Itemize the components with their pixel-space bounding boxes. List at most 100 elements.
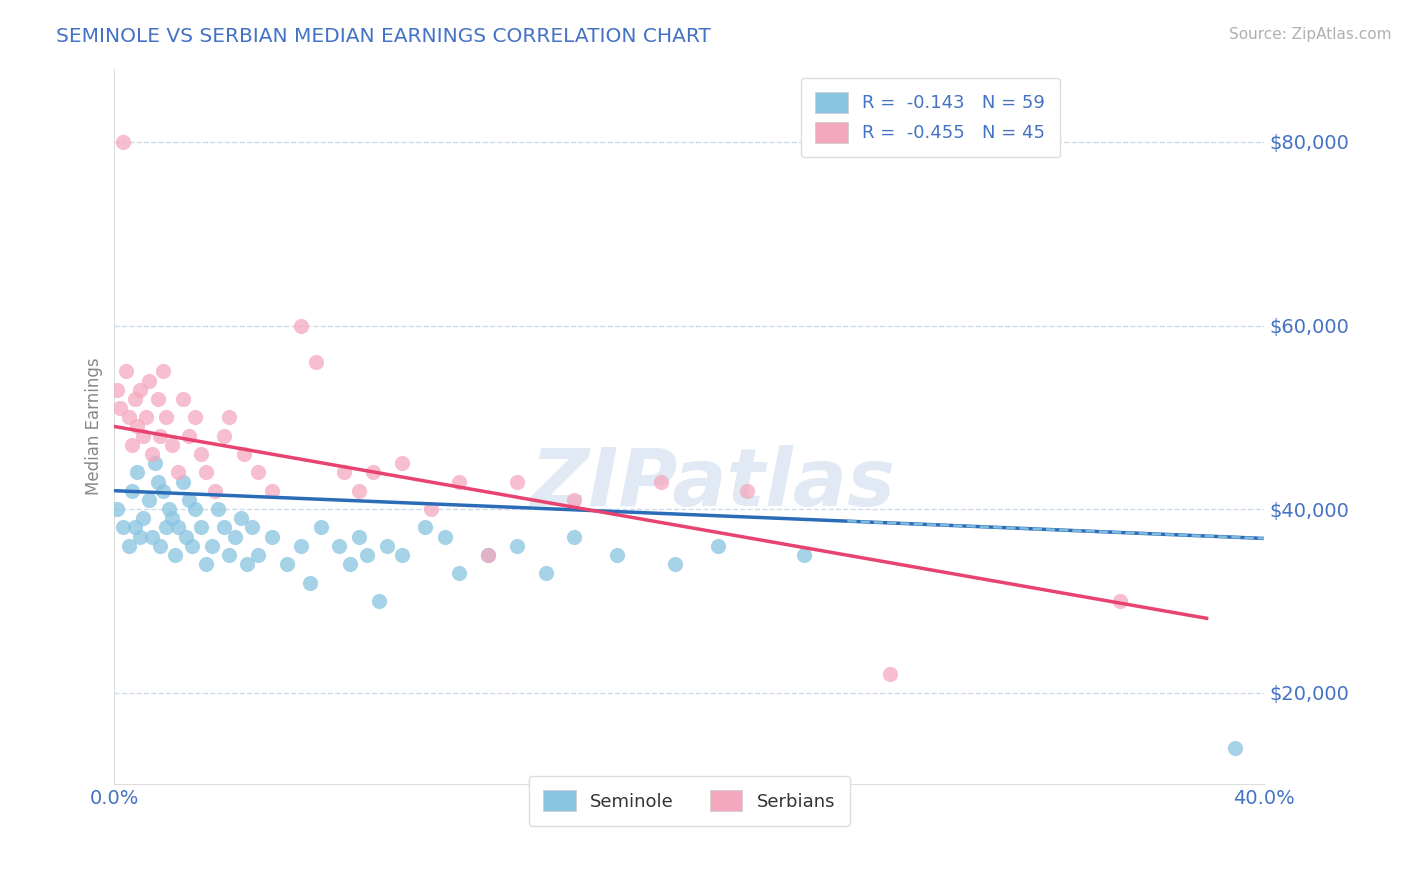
- Point: [166, 520, 188, 534]
- Point: [311, 520, 333, 534]
- Point: [146, 475, 169, 489]
- Point: [105, 383, 128, 397]
- Point: [172, 392, 194, 406]
- Point: [707, 539, 730, 553]
- Point: [606, 548, 628, 562]
- Point: [118, 539, 141, 553]
- Point: [304, 355, 326, 369]
- Point: [146, 392, 169, 406]
- Point: [477, 548, 499, 562]
- Point: [356, 548, 378, 562]
- Point: [664, 557, 686, 571]
- Point: [141, 530, 163, 544]
- Point: [477, 548, 499, 562]
- Point: [157, 502, 180, 516]
- Point: [149, 539, 172, 553]
- Point: [129, 530, 152, 544]
- Y-axis label: Median Earnings: Median Earnings: [86, 358, 103, 495]
- Point: [377, 539, 399, 553]
- Point: [152, 364, 174, 378]
- Point: [391, 548, 413, 562]
- Point: [212, 428, 235, 442]
- Point: [121, 483, 143, 498]
- Point: [160, 438, 183, 452]
- Point: [347, 483, 370, 498]
- Legend: Seminole, Serbians: Seminole, Serbians: [529, 776, 849, 825]
- Point: [149, 428, 172, 442]
- Point: [179, 492, 201, 507]
- Point: [201, 539, 224, 553]
- Point: [298, 575, 321, 590]
- Point: [105, 502, 128, 516]
- Point: [506, 539, 529, 553]
- Point: [562, 492, 585, 507]
- Point: [534, 566, 557, 581]
- Point: [127, 466, 149, 480]
- Point: [135, 410, 157, 425]
- Point: [224, 530, 246, 544]
- Point: [160, 511, 183, 525]
- Point: [506, 475, 529, 489]
- Point: [413, 520, 436, 534]
- Point: [112, 135, 135, 149]
- Point: [190, 447, 212, 461]
- Text: ZIPatlas: ZIPatlas: [530, 445, 894, 523]
- Point: [247, 548, 270, 562]
- Point: [879, 667, 901, 681]
- Text: SEMINOLE VS SERBIAN MEDIAN EARNINGS CORRELATION CHART: SEMINOLE VS SERBIAN MEDIAN EARNINGS CORR…: [56, 27, 711, 45]
- Point: [181, 539, 204, 553]
- Point: [793, 548, 815, 562]
- Point: [262, 483, 284, 498]
- Point: [152, 483, 174, 498]
- Point: [115, 364, 138, 378]
- Point: [262, 530, 284, 544]
- Point: [562, 530, 585, 544]
- Point: [155, 520, 177, 534]
- Point: [229, 511, 252, 525]
- Point: [218, 548, 240, 562]
- Point: [735, 483, 758, 498]
- Point: [433, 530, 456, 544]
- Point: [240, 520, 263, 534]
- Point: [290, 318, 312, 333]
- Point: [132, 428, 155, 442]
- Point: [190, 520, 212, 534]
- Text: Source: ZipAtlas.com: Source: ZipAtlas.com: [1229, 27, 1392, 42]
- Point: [247, 466, 270, 480]
- Point: [129, 383, 152, 397]
- Point: [143, 456, 166, 470]
- Point: [184, 502, 207, 516]
- Point: [174, 530, 197, 544]
- Point: [361, 466, 384, 480]
- Point: [367, 594, 389, 608]
- Point: [235, 557, 257, 571]
- Point: [118, 410, 141, 425]
- Point: [132, 511, 155, 525]
- Point: [1225, 740, 1247, 755]
- Point: [195, 466, 218, 480]
- Point: [184, 410, 207, 425]
- Point: [179, 428, 201, 442]
- Point: [124, 520, 146, 534]
- Point: [276, 557, 298, 571]
- Point: [204, 483, 226, 498]
- Point: [339, 557, 361, 571]
- Point: [155, 410, 177, 425]
- Point: [172, 475, 194, 489]
- Point: [449, 475, 471, 489]
- Point: [138, 492, 160, 507]
- Point: [212, 520, 235, 534]
- Point: [108, 401, 131, 416]
- Point: [163, 548, 186, 562]
- Point: [650, 475, 672, 489]
- Point: [124, 392, 146, 406]
- Point: [218, 410, 240, 425]
- Point: [347, 530, 370, 544]
- Point: [112, 520, 135, 534]
- Point: [195, 557, 218, 571]
- Point: [449, 566, 471, 581]
- Point: [121, 438, 143, 452]
- Point: [1109, 594, 1132, 608]
- Point: [127, 419, 149, 434]
- Point: [141, 447, 163, 461]
